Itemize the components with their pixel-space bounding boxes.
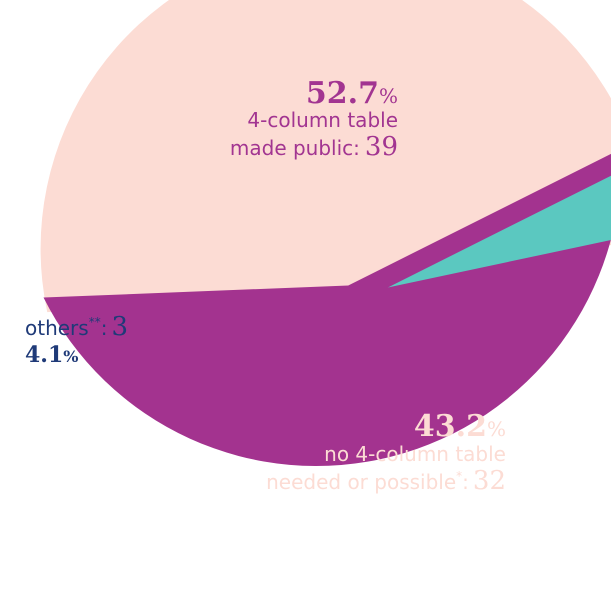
percent-others: 4.1%: [25, 342, 78, 368]
percent-made-public: 52.7%: [306, 76, 398, 111]
slice-others: [387, 175, 611, 288]
slice-no-table-needed: [43, 153, 611, 466]
label-line-2-made-public: made public: 39: [230, 132, 398, 162]
label-line-2-no-table-needed: needed or possible*: 32: [266, 466, 506, 496]
label-line-others: others**: 3: [25, 312, 128, 342]
label-line-1-made-public: 4-column table: [247, 108, 398, 132]
label-no-table-needed: 43.2% no 4-column table needed or possib…: [266, 409, 506, 496]
label-made-public: 52.7% 4-column table made public: 39: [230, 76, 398, 162]
label-others: others**: 3 4.1%: [25, 312, 128, 368]
label-line-1-no-table-needed: no 4-column table: [324, 442, 506, 466]
percent-no-table-needed: 43.2%: [414, 409, 506, 444]
